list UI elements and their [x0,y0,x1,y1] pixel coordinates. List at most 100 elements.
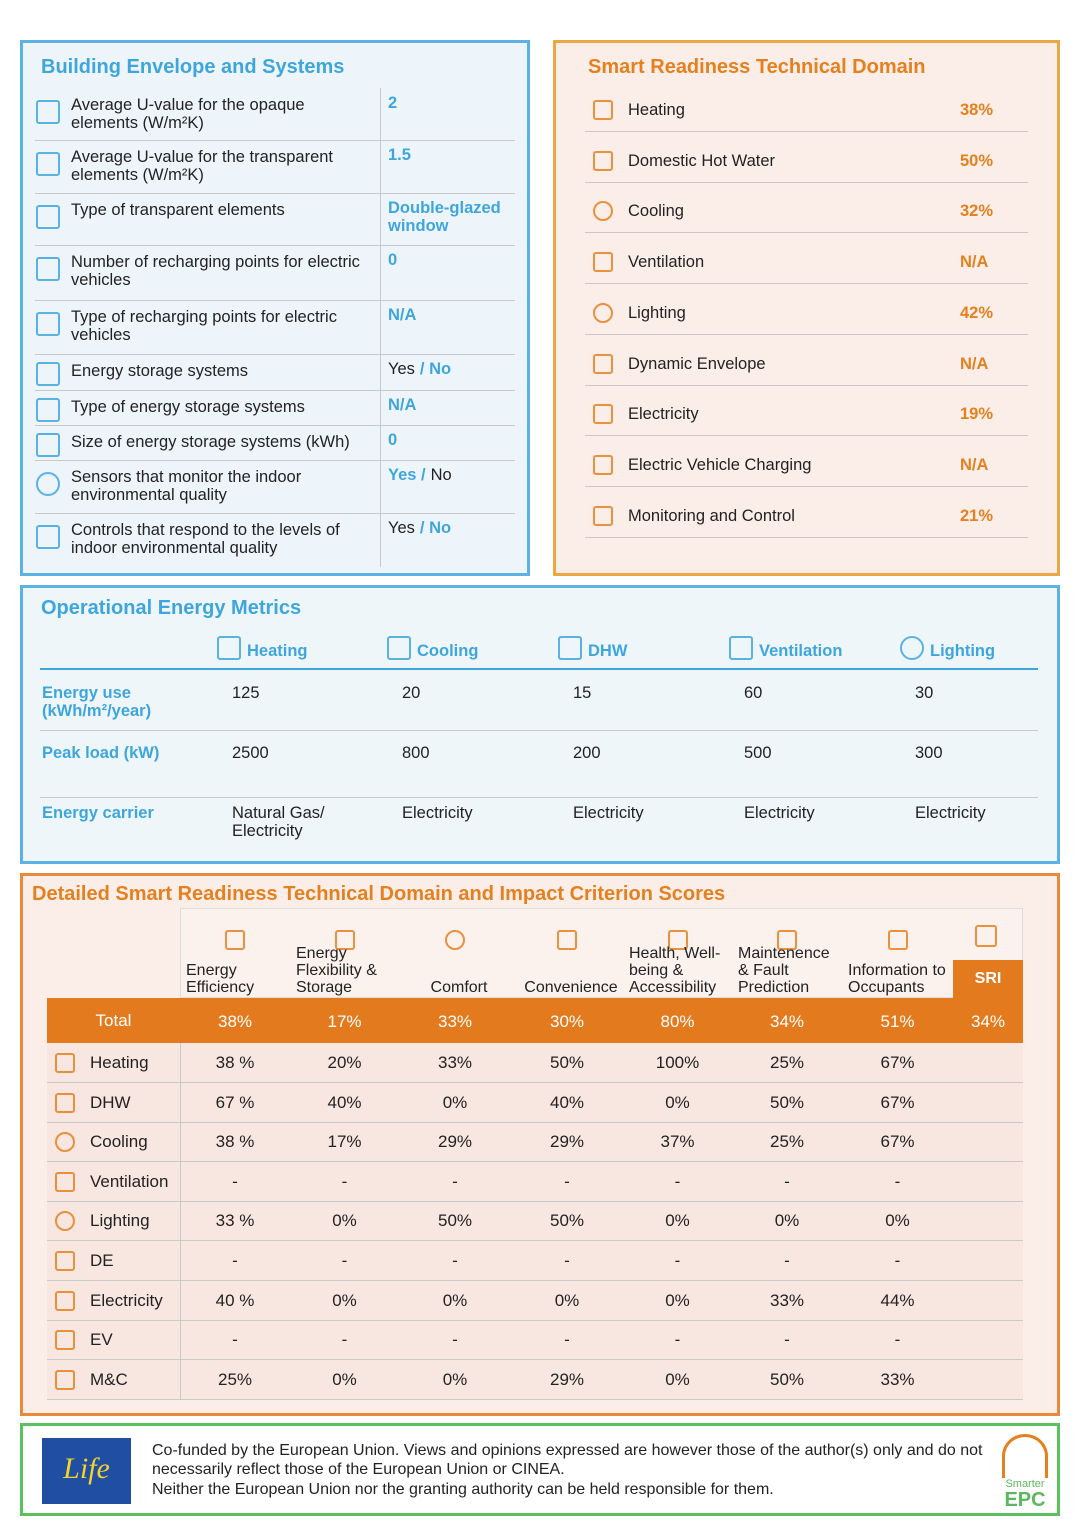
cell: 0% [665,1092,690,1112]
cell: 20 [402,684,421,702]
row-separator [585,283,1028,285]
cell: Electricity [744,804,815,822]
row-label: Sensors that monitor the indoor environm… [71,468,302,504]
icon [975,925,997,947]
row-label: Ventilation [628,253,705,272]
row-separator [35,300,515,301]
icon [387,636,411,660]
cell: 50% [769,1092,805,1112]
cell: 17% [327,1132,362,1152]
icon [593,252,613,273]
cell: 50% [549,1211,585,1231]
sr-title: Smart Readiness Technical Domain [588,56,926,78]
icon [55,1369,75,1390]
row-label: Heating [628,101,685,119]
row-separator [40,730,1038,731]
cell: - [232,1171,238,1191]
row-separator [585,485,1028,487]
cell: 67 % [215,1092,255,1112]
row-label: EV [90,1330,113,1350]
icon [225,930,245,950]
column-header: DHW [588,642,628,660]
total-cell: 17% [327,1012,362,1031]
value-part: / No [419,519,452,537]
icon [36,362,60,386]
disclaimer: Neither the European Union nor the grant… [152,1481,774,1498]
row-label: Energy storage systems [71,362,248,380]
total-cell: 51% [880,1012,915,1031]
column-header: Maintenence & Fault Prediction [738,945,830,996]
total-cell: 33% [437,1012,473,1031]
cell: 40% [549,1092,585,1112]
cell: - [452,1330,458,1350]
row-label: Energy use (kWh/m²/year) [42,684,152,720]
value-part: 0 [388,431,398,449]
row-label: Energy carrier [42,804,154,822]
row-label: Lighting [628,303,686,322]
cell: - [674,1171,681,1191]
cell: 38 % [215,1132,255,1152]
row-label: Number of recharging points for electric… [71,253,360,289]
value-part: Yes [388,519,415,537]
cell: 50% [437,1211,473,1231]
icon [55,1092,75,1113]
row-value: 21% [960,506,994,525]
cell: 0% [885,1211,910,1231]
row-value: 50% [960,151,994,170]
value-part: Double-glazed window [388,199,501,235]
icon [887,930,908,950]
icon [593,404,613,425]
row-label: Cooling [90,1132,148,1152]
cell: 0% [554,1290,580,1310]
icon [36,433,60,457]
cell: 29% [549,1132,585,1152]
column-header: Lighting [930,642,996,660]
cell: 15 [573,684,592,702]
cell: - [674,1251,681,1270]
row-separator [35,245,515,246]
cell: - [564,1171,570,1191]
cell: 300 [915,744,943,762]
cell: Natural Gas/ Electricity [232,804,325,840]
cell: 33% [880,1369,915,1389]
cell: 29% [549,1369,585,1389]
cell: 50% [549,1053,585,1072]
cell: 125 [232,684,260,702]
cell: 0% [774,1211,800,1231]
row-label: Ventilation [90,1171,169,1191]
icon [729,636,753,660]
row-separator [47,1200,1023,1202]
cell: 100% [655,1053,700,1072]
cell: 67% [880,1132,915,1152]
table-bg [47,998,1023,1400]
cell: - [784,1171,790,1191]
row-separator [47,1319,1023,1321]
column-header: Comfort [430,979,488,996]
row-separator [35,460,515,461]
column-header: Cooling [417,642,479,660]
cell: Electricity [402,804,473,822]
cell: - [564,1251,570,1270]
cell: 50% [769,1369,805,1389]
row-value: 2 [388,94,518,112]
row-value: 38% [960,101,994,119]
cell: 40 % [215,1290,255,1310]
row-separator [585,536,1028,538]
icon [593,505,613,526]
cell: 0% [332,1211,357,1231]
icon [36,257,60,281]
row-value: 0 [388,251,518,269]
column-header: Heating [247,642,308,660]
cell: 25% [769,1053,805,1072]
icon [558,636,582,660]
cell: 0% [665,1290,690,1310]
value-part: Yes / [388,466,426,484]
sri-header: SRI [953,960,1023,998]
cell: 25% [769,1132,805,1152]
row-label: Type of recharging points for electric v… [71,308,337,344]
cell: - [452,1171,458,1191]
cell: 44% [880,1290,915,1310]
envelope-title: Building Envelope and Systems [41,56,345,78]
value-part: 2 [388,94,398,112]
